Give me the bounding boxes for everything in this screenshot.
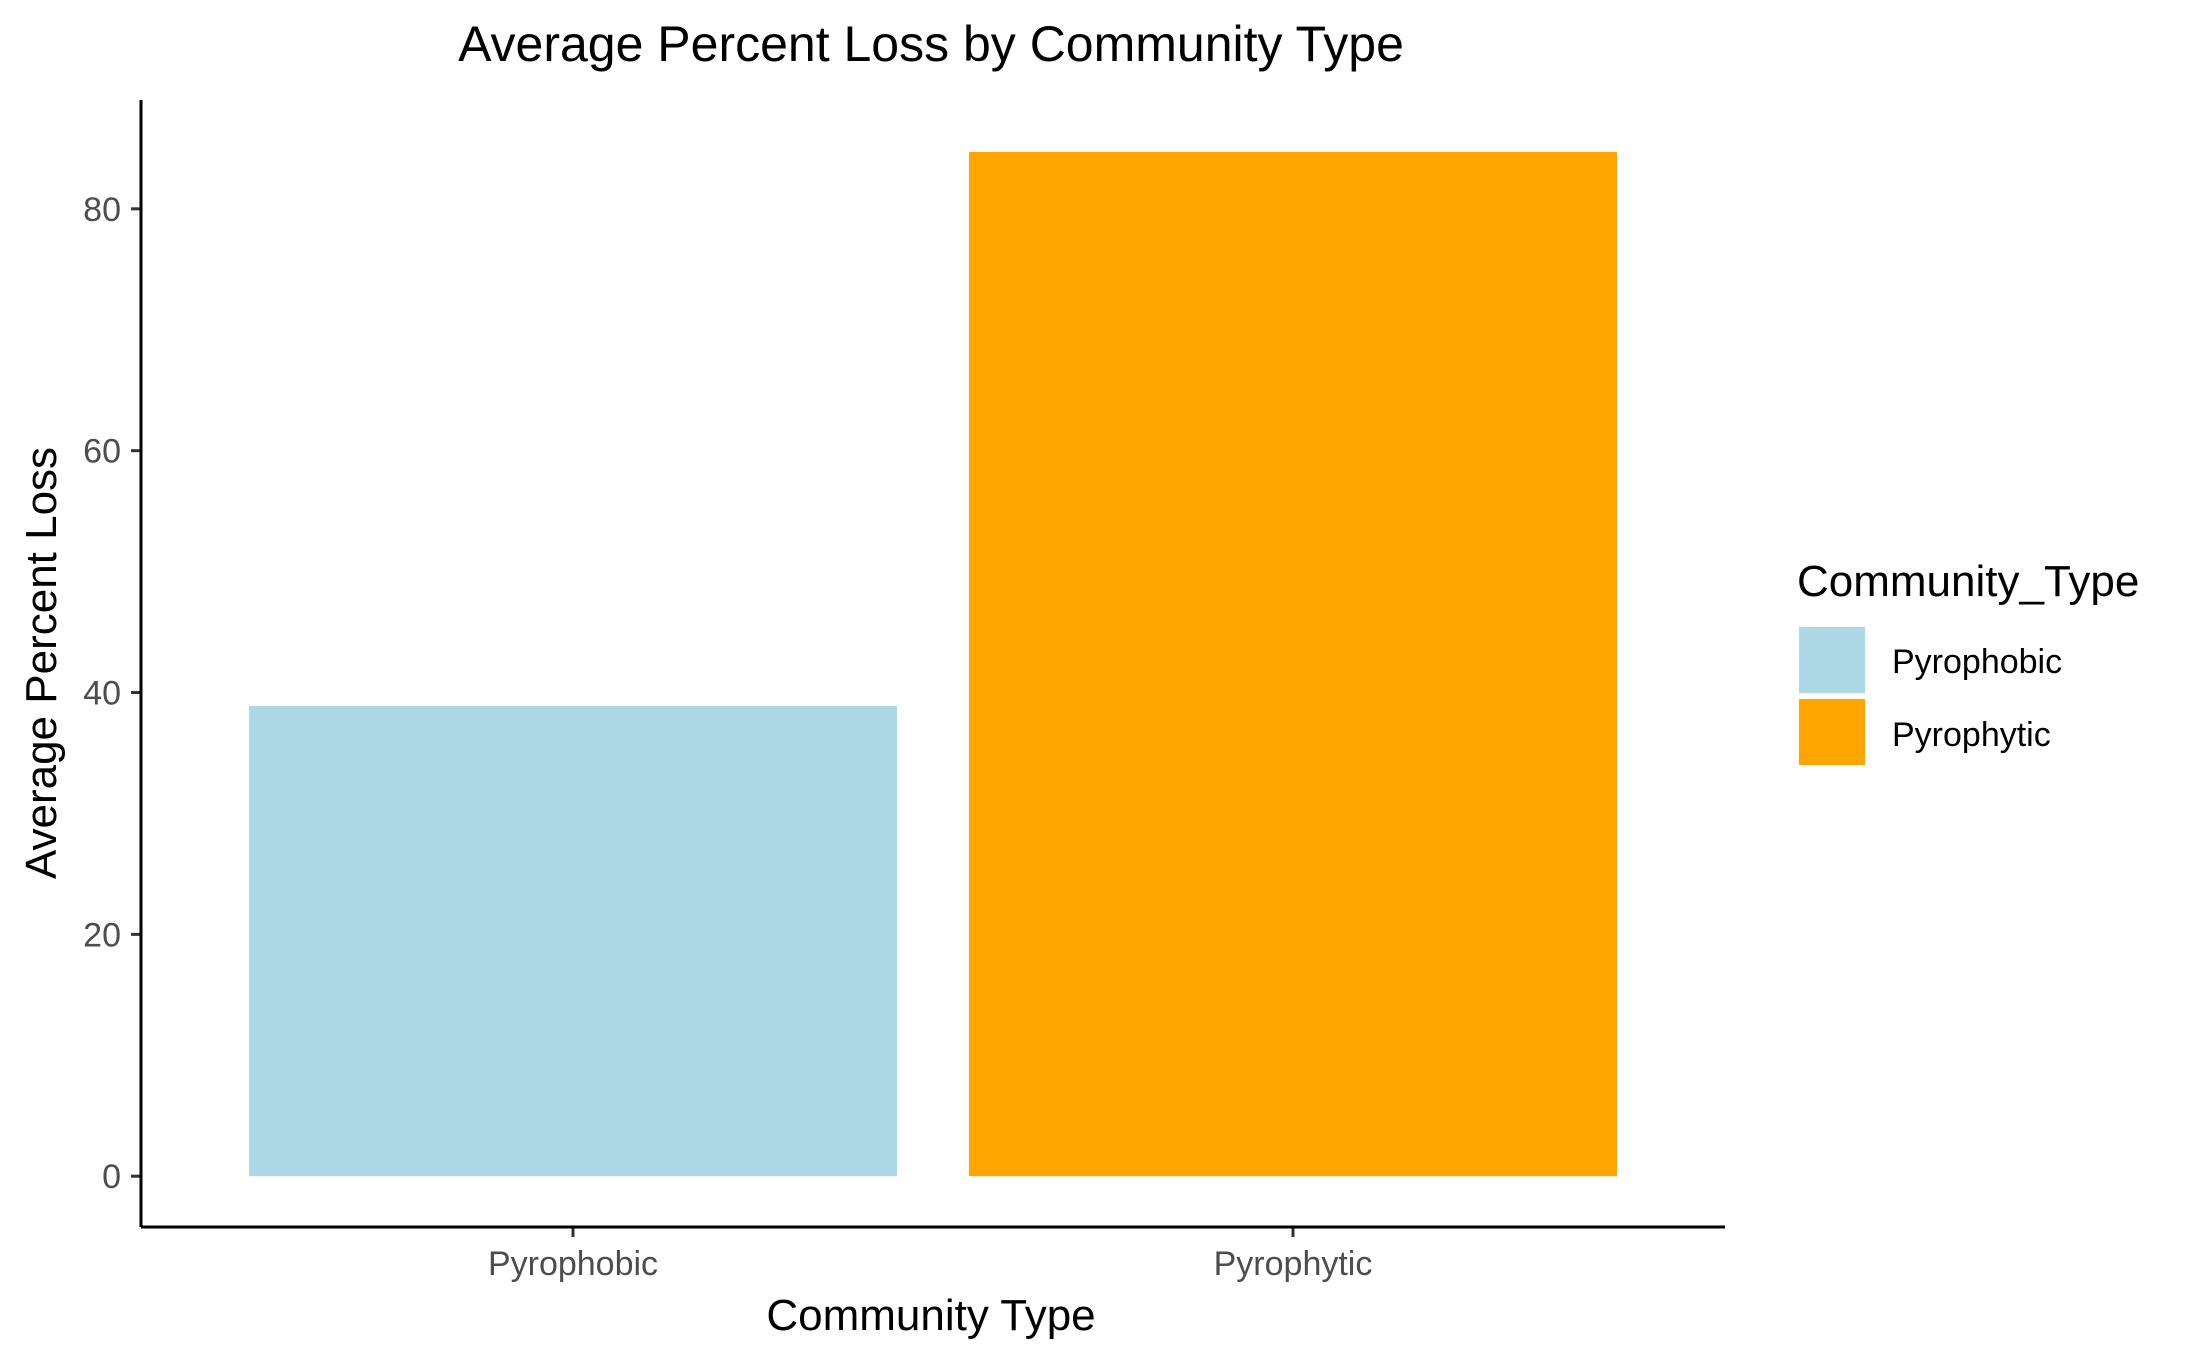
legend-label-pyrophobic: Pyrophobic xyxy=(1892,643,2062,681)
plot-area: 0 20 40 60 80 Pyrophobic Pyrophytic xyxy=(83,151,1617,1283)
y-tick-label-20: 20 xyxy=(83,916,121,954)
y-tick-label-80: 80 xyxy=(83,191,121,229)
y-tick-label-60: 60 xyxy=(83,433,121,471)
y-tick-label-40: 40 xyxy=(83,675,121,713)
legend-swatch-pyrophytic xyxy=(1799,699,1865,765)
x-tick-label-pyrophobic: Pyrophobic xyxy=(488,1245,658,1283)
bar-pyrophytic xyxy=(969,151,1617,1177)
chart-title: Average Percent Loss by Community Type xyxy=(458,16,1404,72)
legend-title: Community_Type xyxy=(1797,557,2139,606)
legend-label-pyrophytic: Pyrophytic xyxy=(1892,716,2051,754)
bar-pyrophobic xyxy=(249,705,897,1177)
legend: Community_Type Pyrophobic Pyrophytic xyxy=(1797,557,2139,765)
y-axis-title: Average Percent Loss xyxy=(17,447,66,879)
y-tick-label-0: 0 xyxy=(102,1158,121,1196)
legend-swatch-pyrophobic xyxy=(1799,627,1865,693)
x-tick-label-pyrophytic: Pyrophytic xyxy=(1214,1245,1373,1283)
x-axis-title: Community Type xyxy=(766,1291,1095,1340)
